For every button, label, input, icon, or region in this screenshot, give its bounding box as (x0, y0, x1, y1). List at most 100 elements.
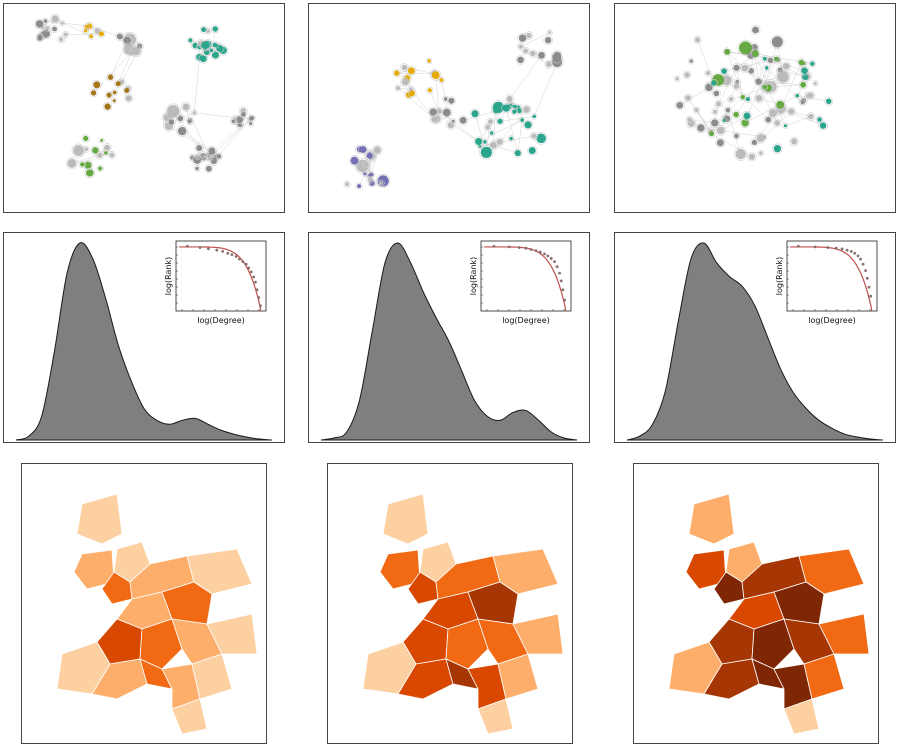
network-node (689, 59, 694, 63)
network-node-ring (446, 96, 456, 106)
network-edge (185, 106, 210, 156)
network-edge (697, 39, 714, 84)
network-node (733, 83, 740, 89)
network-node-ring (750, 48, 761, 59)
network-node-ring (770, 34, 785, 49)
network-edge (687, 97, 712, 134)
map-region (379, 549, 421, 590)
network-node (439, 78, 444, 82)
network-node (394, 70, 400, 76)
network-node (92, 147, 99, 154)
network-node-ring (97, 29, 106, 38)
network-node-ring (793, 92, 801, 99)
network-node (58, 37, 64, 42)
network-node (776, 100, 785, 109)
density-plot-1: log(Degree) log(Rank) (15, 240, 273, 441)
network-node-ring (186, 118, 193, 125)
network-node (205, 28, 211, 34)
network-node-ring (760, 80, 774, 95)
inset-point (257, 296, 261, 299)
network-node-ring (711, 108, 719, 116)
network-edge (724, 58, 777, 72)
network-node (518, 34, 527, 42)
network-node-ring (517, 43, 525, 51)
network-edge (745, 95, 798, 124)
network-node-ring (130, 45, 143, 58)
network-node-ring (43, 24, 51, 32)
network-edge (718, 103, 746, 124)
network-node-ring (122, 86, 131, 95)
network-edge (689, 119, 715, 124)
network-node-ring (704, 69, 712, 77)
network-node-ring (111, 97, 118, 104)
network-node (195, 166, 199, 171)
network-node (711, 119, 719, 127)
map-region (407, 571, 439, 605)
inset-point (255, 288, 259, 292)
network-node-ring (400, 63, 409, 72)
network-node (364, 161, 369, 167)
inset-point (244, 262, 248, 266)
network-node (67, 158, 77, 168)
network-node-ring (247, 120, 254, 127)
inset-point (797, 244, 800, 248)
network-node (497, 118, 503, 124)
inset-point (861, 262, 865, 266)
network-node (735, 148, 746, 160)
network-node-ring (42, 17, 49, 25)
network-node (90, 90, 97, 96)
network-node-ring (754, 93, 764, 104)
inset-point (849, 250, 853, 253)
inset-point (543, 252, 546, 256)
network-node-ring (674, 100, 685, 111)
network-node (212, 26, 218, 32)
network-node-ring (65, 157, 78, 170)
network-node (37, 34, 43, 40)
network-node (512, 104, 517, 109)
network-node (131, 46, 141, 56)
network-node (790, 138, 798, 145)
network-node (201, 41, 210, 50)
network-node (196, 145, 203, 152)
network-node (429, 108, 437, 116)
network-node (475, 137, 483, 145)
network-node-ring (211, 24, 220, 34)
network-node-ring (82, 27, 89, 34)
network-node (203, 49, 210, 56)
network-node-ring (78, 160, 86, 169)
network-node (396, 86, 400, 91)
network-node (193, 156, 202, 164)
network-node (492, 101, 504, 113)
network-node-ring (49, 13, 61, 25)
network-edge (82, 147, 108, 165)
network-node-ring (50, 25, 59, 33)
network-node-ring (501, 102, 512, 114)
network-node-ring (818, 120, 828, 131)
network-node-ring (709, 78, 718, 88)
network-node (104, 151, 108, 155)
network-edge (785, 116, 811, 126)
network-node (123, 36, 131, 45)
network-node-ring (438, 76, 445, 84)
inset-point (826, 246, 830, 249)
network-node (810, 61, 815, 66)
network-node-ring (107, 151, 116, 160)
network-node-ring (90, 145, 101, 156)
inset-ylabel: log(Rank) (164, 257, 173, 295)
network-node (212, 42, 218, 48)
network-node (237, 122, 243, 128)
network-node (769, 109, 778, 118)
network-node-ring (102, 101, 113, 112)
network-node-ring (377, 179, 385, 187)
network-node-ring (693, 106, 701, 114)
inset-point (517, 246, 521, 249)
network-node (373, 146, 381, 154)
network-edge (797, 95, 829, 102)
network-node-ring (673, 75, 681, 83)
network-node-ring (114, 79, 123, 88)
map-region (798, 548, 865, 595)
network-node-ring (87, 32, 95, 40)
inset-point (238, 257, 241, 261)
network-node-ring (807, 91, 816, 100)
network-node (741, 119, 749, 127)
